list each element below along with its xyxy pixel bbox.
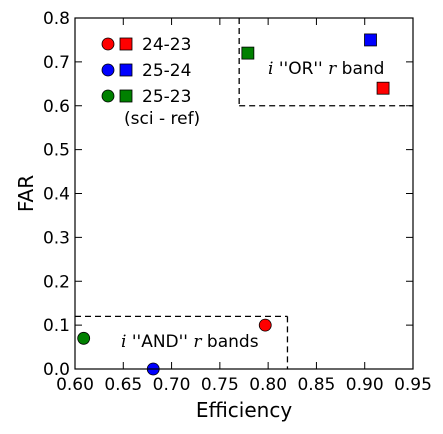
legend-label: 24-23 — [142, 35, 191, 55]
legend-label: 25-24 — [142, 61, 191, 81]
region-label-variable: i — [268, 59, 273, 79]
y-tick-label: 0.5 — [43, 141, 70, 161]
region-label: i ''AND'' r bands — [121, 332, 259, 352]
legend-marker-square — [119, 89, 133, 103]
legend-marker-circle — [101, 63, 115, 77]
y-tick-label: 0.3 — [43, 228, 70, 248]
y-tick-label: 0.1 — [43, 316, 70, 336]
x-tick-label: 0.70 — [153, 375, 191, 395]
region-label-text: ''AND'' — [126, 332, 193, 352]
region-boundary — [238, 18, 413, 107]
data-point-circle — [258, 318, 272, 332]
y-tick-label: 0.6 — [43, 97, 70, 117]
data-point-square — [241, 46, 255, 60]
threshold-regions — [75, 18, 413, 369]
y-tick-label: 0.8 — [43, 9, 70, 29]
x-tick-label: 0.85 — [297, 375, 335, 395]
region-label: i ''OR'' r band — [268, 59, 384, 79]
legend-marker-square — [119, 63, 133, 77]
x-tick-label: 0.65 — [104, 375, 142, 395]
region-label-variable: r — [193, 332, 202, 352]
x-tick-label: 0.95 — [394, 375, 432, 395]
region-boundary — [75, 315, 289, 369]
y-axis-title: FAR — [14, 175, 38, 212]
x-tick-label: 0.75 — [201, 375, 239, 395]
x-axis-title: Efficiency — [196, 398, 293, 422]
legend-note: (sci - ref) — [124, 109, 200, 129]
legend-label: 25-23 — [142, 87, 191, 107]
legend: 24-23 25-24 25-23(sci - ref) — [101, 35, 200, 129]
region-label-text: bands — [202, 332, 259, 352]
y-tick-label: 0.4 — [43, 185, 70, 205]
data-points — [77, 33, 390, 376]
data-point-circle — [77, 331, 91, 345]
region-label-variable: r — [328, 59, 337, 79]
legend-marker-circle — [101, 89, 115, 103]
legend-marker-square — [119, 37, 133, 51]
region-label-text: band — [336, 59, 384, 79]
x-tick-label: 0.60 — [56, 375, 94, 395]
y-tick-label: 0.2 — [43, 272, 70, 292]
axis-ticks: 0.60 0.65 0.70 0.75 0.80 0.85 0.90 0.95 0.0 0.1 0.… — [43, 9, 432, 395]
data-point-square — [364, 33, 377, 47]
region-label-text: ''OR'' — [273, 59, 328, 79]
y-tick-label: 0.0 — [43, 360, 70, 380]
legend-marker-circle — [101, 37, 115, 51]
data-point-square — [376, 81, 390, 95]
region-label-variable: i — [121, 332, 126, 352]
y-tick-label: 0.7 — [43, 53, 70, 73]
x-tick-label: 0.80 — [249, 375, 287, 395]
x-tick-label: 0.90 — [346, 375, 384, 395]
